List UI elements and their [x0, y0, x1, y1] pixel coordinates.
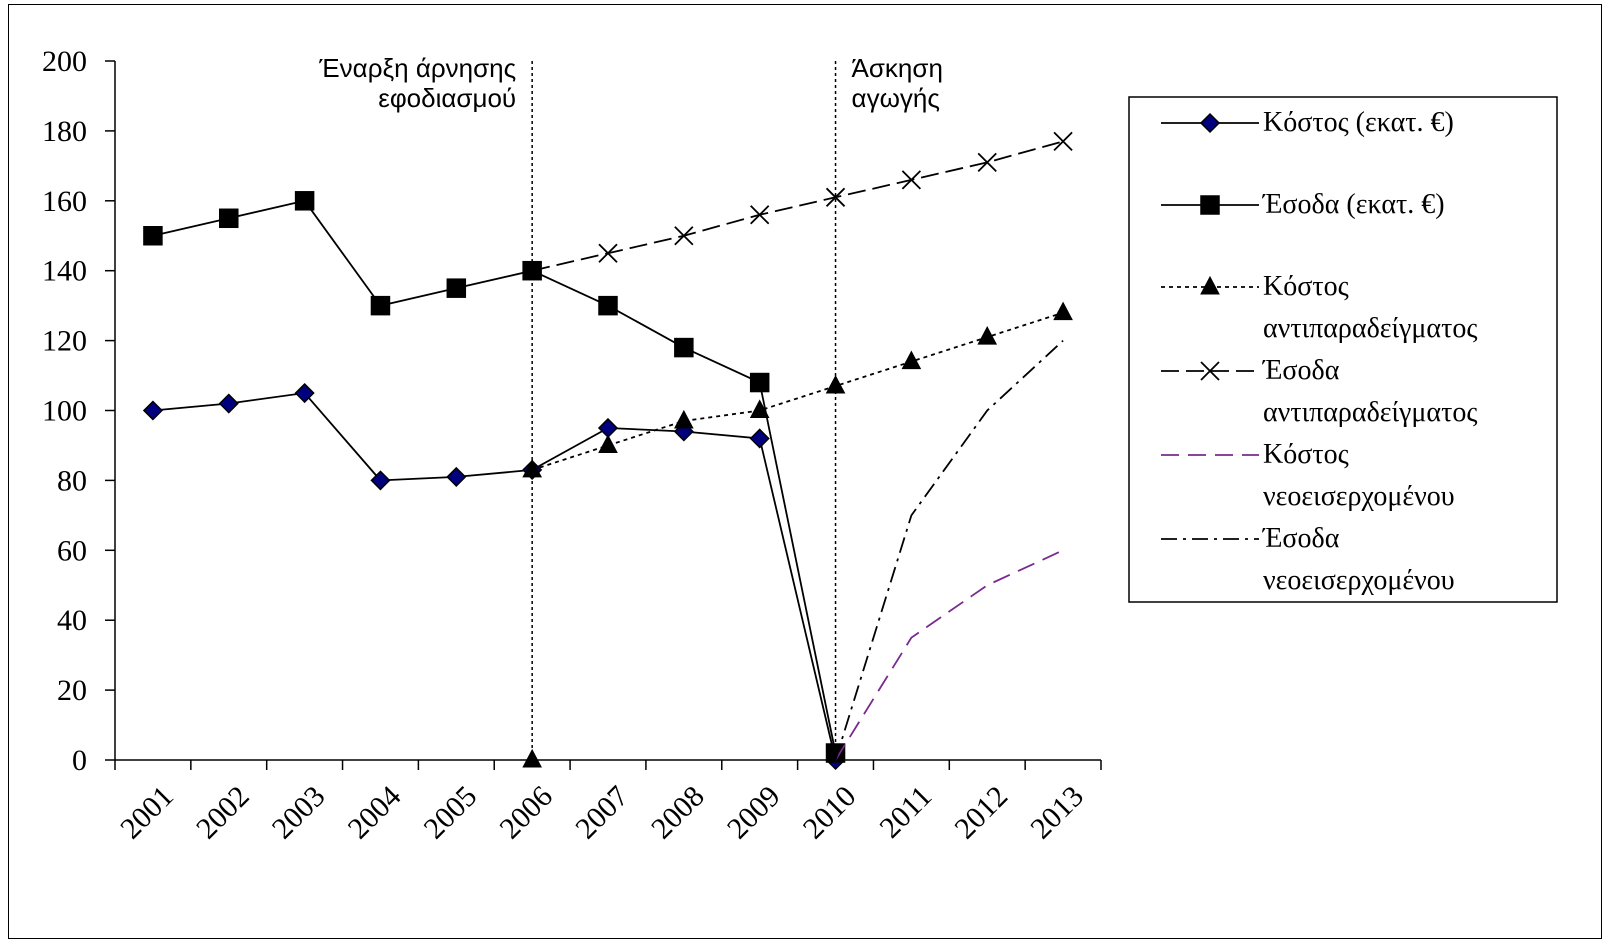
data-point — [1053, 301, 1073, 321]
data-point — [370, 295, 391, 316]
data-point — [598, 243, 618, 263]
series-line — [834, 339, 1064, 761]
data-point — [522, 748, 542, 768]
series-5 — [834, 549, 1064, 761]
x-tick-label: 2004 — [342, 780, 408, 846]
legend-item-3: Κόστος αντιπαραδείγματος — [1161, 271, 1477, 344]
event-annotation-label: Άσκηση — [852, 53, 943, 83]
legend: Κόστος (εκατ. €) Έσοδα (εκατ. €) Κόστος αντ… — [1128, 96, 1558, 603]
data-point — [901, 170, 922, 190]
data-point — [522, 261, 542, 281]
y-tick-label: 60 — [57, 534, 87, 567]
legend-label: αντιπαραδείγματος — [1263, 397, 1477, 428]
data-point — [294, 191, 315, 211]
series-layer — [142, 131, 1073, 771]
data-point — [1053, 131, 1073, 152]
event-annotation-label: αγωγής — [852, 83, 940, 113]
series-line — [152, 392, 837, 761]
legend-label: Έσοδα — [1262, 523, 1340, 554]
y-tick-label: 180 — [42, 115, 87, 148]
y-tick-label: 80 — [57, 464, 87, 497]
legend-label: Κόστος — [1263, 439, 1349, 470]
data-point — [219, 208, 239, 229]
legend-label: Κόστος — [1263, 271, 1349, 302]
series-line — [152, 199, 837, 754]
y-tick-label: 100 — [42, 395, 87, 428]
x-tick-label: 2001 — [114, 780, 180, 846]
series-1 — [142, 382, 846, 771]
series-line — [531, 140, 1064, 272]
data-point — [825, 187, 846, 207]
x-tick-label: 2007 — [569, 780, 635, 846]
legend-item-6: Έσοδα νεοεισερχομένου — [1161, 523, 1455, 596]
legend-swatch-marker — [1200, 361, 1220, 381]
x-tick-label: 2009 — [721, 780, 787, 846]
y-tick-label: 120 — [42, 325, 87, 358]
data-point — [143, 226, 163, 246]
y-tick-label: 40 — [57, 604, 87, 637]
y-tick-label: 140 — [42, 255, 87, 288]
data-point — [901, 350, 922, 370]
data-point — [522, 458, 542, 478]
x-tick-label: 2013 — [1024, 780, 1090, 846]
legend-swatch-marker — [1200, 275, 1220, 295]
x-tick-label: 2010 — [797, 780, 863, 846]
data-point — [749, 372, 770, 393]
data-point — [597, 417, 619, 439]
legend-label: αντιπαραδείγματος — [1263, 313, 1477, 344]
data-point — [370, 470, 391, 491]
data-point — [977, 326, 998, 345]
x-tick-label: 2005 — [417, 780, 483, 846]
data-point — [446, 278, 467, 298]
data-point — [598, 434, 618, 453]
x-tick-label: 2003 — [266, 780, 332, 846]
y-tick-label: 0 — [72, 744, 87, 777]
legend-item-4: Έσοδα αντιπαραδείγματος — [1161, 355, 1477, 428]
data-point — [294, 382, 315, 404]
series-4 — [522, 131, 1073, 281]
legend-label: νεοεισερχομένου — [1263, 565, 1455, 596]
series-line — [531, 311, 1064, 471]
data-point — [218, 393, 239, 414]
data-point — [674, 337, 694, 358]
data-point — [977, 152, 997, 172]
data-point — [142, 400, 163, 421]
series-line — [834, 549, 1064, 761]
data-point — [446, 466, 467, 487]
series-3 — [522, 301, 1073, 478]
legend-item-5: Κόστος νεοεισερχομένου — [1161, 439, 1455, 512]
legend-label: Έσοδα — [1262, 355, 1340, 386]
legend-label: Έσοδα (εκατ. €) — [1262, 189, 1445, 220]
legend-item-1: Κόστος (εκατ. €) — [1161, 107, 1454, 138]
event-annotation-label: εφοδιασμού — [378, 83, 516, 113]
legend-swatch-marker — [1200, 195, 1220, 215]
x-tick-label: 2011 — [873, 780, 938, 845]
data-point — [750, 205, 770, 225]
data-point — [674, 226, 694, 246]
x-tick-label: 2012 — [948, 780, 1014, 846]
legend-label: Κόστος (εκατ. €) — [1263, 107, 1454, 138]
legend-box — [1128, 96, 1558, 603]
y-tick-label: 160 — [42, 185, 87, 218]
y-tick-label: 200 — [42, 45, 87, 78]
data-point — [825, 374, 846, 394]
series-6 — [834, 339, 1064, 761]
chart-frame: 0 20 40 60 80 100 120 140 160 180 200 2001 2002 2003 2… — [8, 4, 1602, 939]
event-annotation-label: Έναρξη άρνησης — [318, 53, 516, 83]
x-tick-label: 2002 — [190, 780, 256, 846]
data-point — [674, 409, 694, 429]
data-point — [598, 295, 618, 316]
data-point — [749, 399, 770, 418]
x-tick-label: 2006 — [493, 780, 559, 846]
legend-item-2: Έσοδα (εκατ. €) — [1161, 189, 1445, 220]
data-point — [749, 428, 770, 449]
x-tick-label: 2008 — [645, 780, 711, 846]
y-tick-label: 20 — [57, 674, 87, 707]
series-2 — [143, 191, 846, 763]
legend-swatch-marker — [1199, 112, 1221, 134]
legend-label: νεοεισερχομένου — [1263, 481, 1455, 512]
